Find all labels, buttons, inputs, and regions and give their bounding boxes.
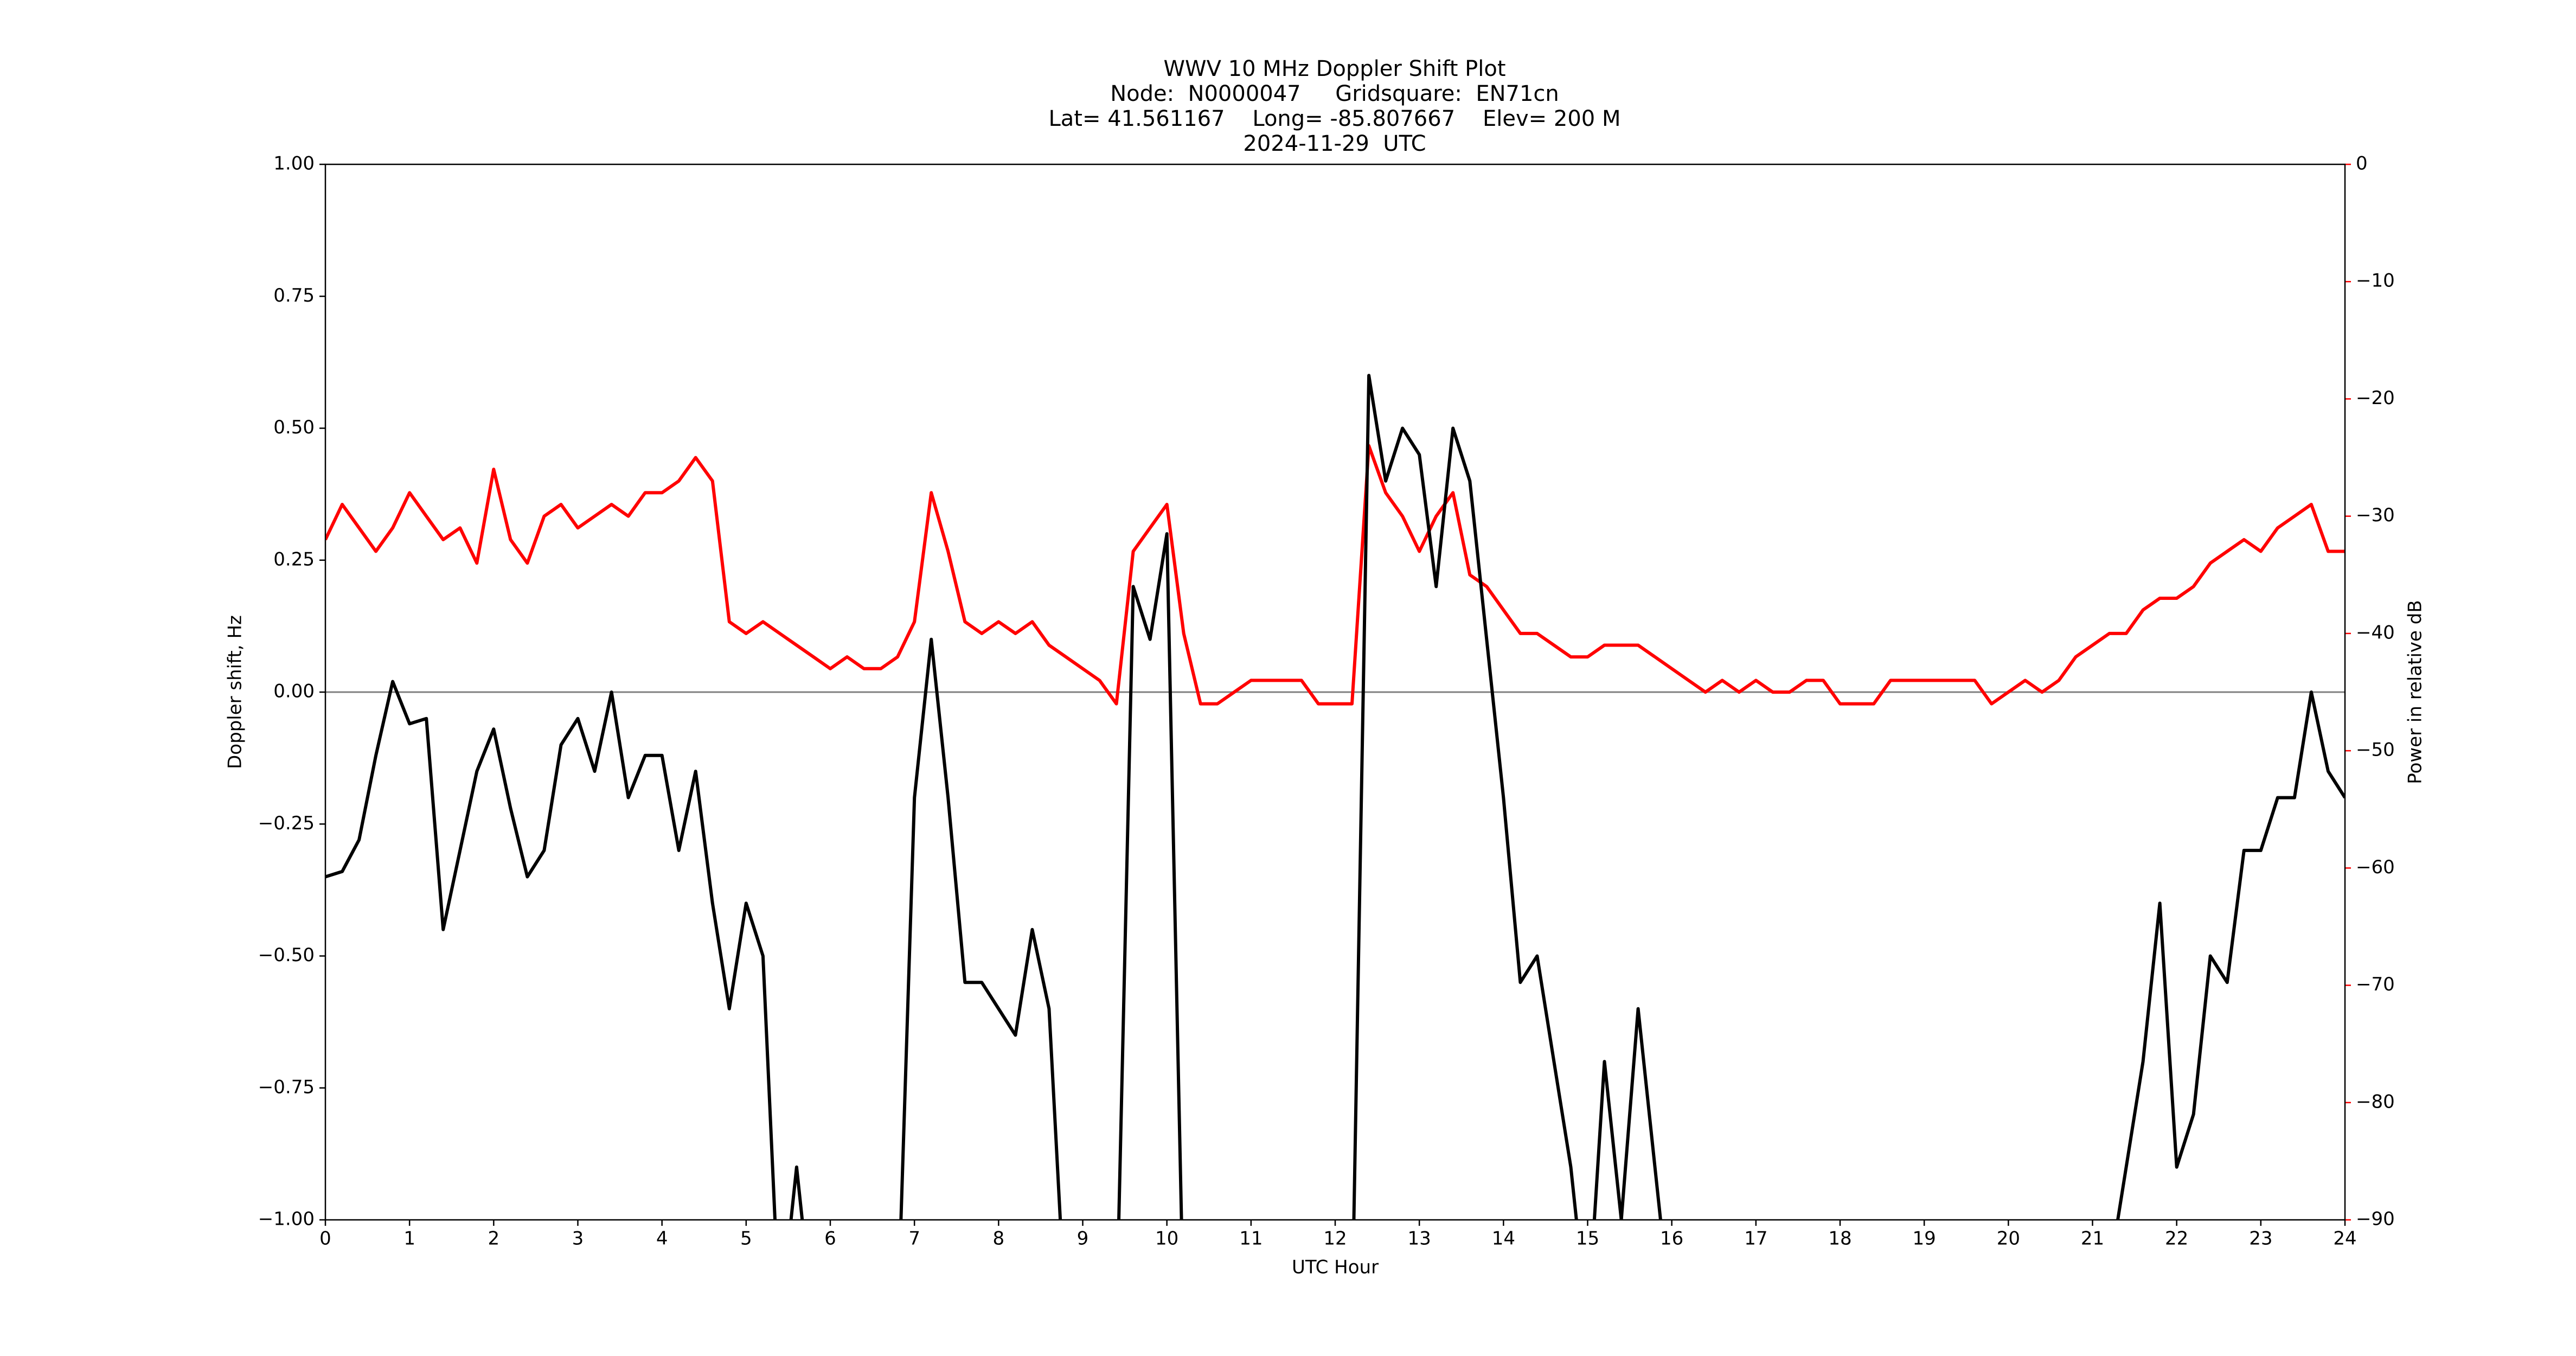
x-tick-label: 17 xyxy=(1744,1228,1767,1250)
x-tick-label: 6 xyxy=(824,1228,836,1250)
y2-tick-label: −50 xyxy=(2356,739,2395,761)
y2-tick-label: 0 xyxy=(2356,153,2368,175)
y-tick-label: −0.25 xyxy=(258,813,315,834)
x-tick-label: 4 xyxy=(656,1228,668,1250)
x-tick-label: 7 xyxy=(908,1228,920,1250)
x-tick-label: 5 xyxy=(740,1228,752,1250)
x-tick-label: 2 xyxy=(488,1228,500,1250)
x-tick-label: 0 xyxy=(319,1228,331,1250)
x-tick-label: 23 xyxy=(2249,1228,2272,1250)
x-tick-label: 24 xyxy=(2333,1228,2356,1250)
x-tick-label: 9 xyxy=(1077,1228,1089,1250)
x-tick-label: 12 xyxy=(1323,1228,1347,1250)
series-line xyxy=(325,444,2345,706)
y-axis-label: Doppler shift, Hz xyxy=(225,615,246,769)
y-tick-label: −0.50 xyxy=(258,944,315,966)
y2-tick-label: −90 xyxy=(2356,1208,2395,1230)
x-tick-label: 3 xyxy=(572,1228,584,1250)
y-tick-label: 0.25 xyxy=(273,548,315,570)
chart-title: 2024-11-29 UTC xyxy=(1243,131,1426,156)
x-tick-label: 22 xyxy=(2165,1228,2188,1250)
x-tick-label: 10 xyxy=(1155,1228,1178,1250)
y2-tick-label: −20 xyxy=(2356,387,2395,409)
x-tick-label: 20 xyxy=(1997,1228,2020,1250)
y2-tick-label: −40 xyxy=(2356,622,2395,643)
y-tick-label: 0.50 xyxy=(273,417,315,438)
x-axis-label: UTC Hour xyxy=(1292,1257,1379,1278)
x-tick-label: 21 xyxy=(2081,1228,2104,1250)
y2-tick-label: −70 xyxy=(2356,974,2395,995)
x-tick-label: 19 xyxy=(1913,1228,1936,1250)
plot-frame xyxy=(324,163,2346,1221)
y2-axis-label: Power in relative dB xyxy=(2405,600,2426,784)
y2-tick-label: −10 xyxy=(2356,270,2395,292)
series-line xyxy=(325,374,2345,1220)
x-tick-label: 15 xyxy=(1576,1228,1599,1250)
y-tick-label: 0.00 xyxy=(273,681,315,702)
chart-title: WWV 10 MHz Doppler Shift Plot xyxy=(1163,56,1505,81)
x-tick-label: 18 xyxy=(1828,1228,1851,1250)
x-tick-label: 14 xyxy=(1492,1228,1515,1250)
x-tick-label: 16 xyxy=(1660,1228,1683,1250)
y2-tick-label: −80 xyxy=(2356,1091,2395,1112)
chart-title: Node: N0000047 Gridsquare: EN71cn xyxy=(1110,81,1559,106)
x-tick-label: 13 xyxy=(1408,1228,1431,1250)
x-tick-label: 8 xyxy=(993,1228,1005,1250)
y-tick-label: 0.75 xyxy=(273,285,315,306)
y2-tick-label: −30 xyxy=(2356,504,2395,526)
y-tick-label: 1.00 xyxy=(273,153,315,175)
y-tick-label: −0.75 xyxy=(258,1076,315,1098)
chart-title: Lat= 41.561167 Long= -85.807667 Elev= 20… xyxy=(1049,106,1621,131)
y2-tick-label: −60 xyxy=(2356,856,2395,878)
y-tick-label: −1.00 xyxy=(258,1208,315,1230)
x-tick-label: 11 xyxy=(1239,1228,1263,1250)
x-tick-label: 1 xyxy=(403,1228,415,1250)
